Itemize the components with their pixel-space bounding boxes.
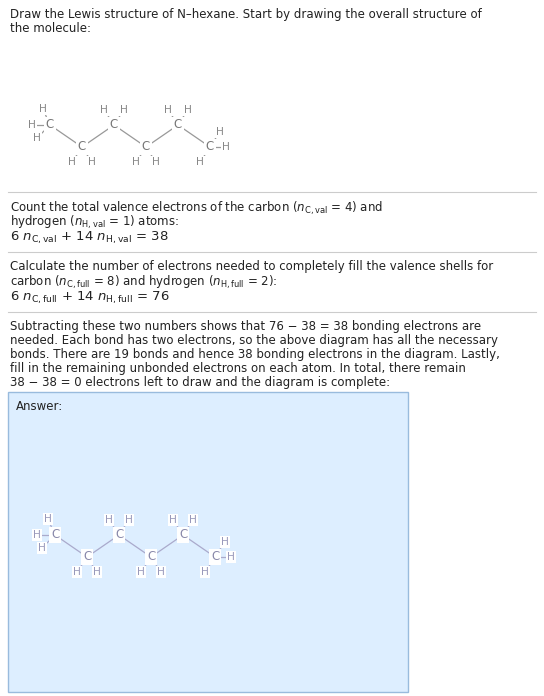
Text: 6 $n_\mathrm{C,full}$ + 14 $n_\mathrm{H,full}$ = 76: 6 $n_\mathrm{C,full}$ + 14 $n_\mathrm{H,…: [10, 290, 170, 306]
Text: Calculate the number of electrons needed to completely fill the valence shells f: Calculate the number of electrons needed…: [10, 260, 493, 273]
Text: H: H: [73, 567, 81, 577]
Text: H: H: [152, 157, 160, 167]
Text: H: H: [157, 567, 165, 577]
Text: H: H: [33, 530, 41, 540]
Text: H: H: [39, 104, 47, 114]
Text: bonds. There are 19 bonds and hence 38 bonding electrons in the diagram. Lastly,: bonds. There are 19 bonds and hence 38 b…: [10, 348, 500, 361]
Text: hydrogen ($n_\mathrm{H,val}$ = 1) atoms:: hydrogen ($n_\mathrm{H,val}$ = 1) atoms:: [10, 214, 179, 231]
Text: H: H: [105, 515, 113, 525]
Text: Answer:: Answer:: [16, 400, 63, 413]
Text: H: H: [196, 157, 204, 167]
Text: H: H: [137, 567, 145, 577]
Text: H: H: [68, 157, 76, 167]
Text: H: H: [120, 104, 128, 115]
Text: H: H: [88, 157, 96, 167]
Text: H: H: [38, 543, 46, 553]
Text: Draw the Lewis structure of N–hexane. Start by drawing the overall structure of: Draw the Lewis structure of N–hexane. St…: [10, 8, 482, 21]
Text: H: H: [201, 567, 209, 577]
Text: H: H: [100, 104, 108, 115]
Text: H: H: [132, 157, 140, 167]
Text: C: C: [147, 551, 155, 564]
Text: H: H: [227, 552, 235, 562]
Text: Count the total valence electrons of the carbon ($n_\mathrm{C,val}$ = 4) and: Count the total valence electrons of the…: [10, 200, 383, 217]
Text: the molecule:: the molecule:: [10, 22, 91, 35]
Text: C: C: [51, 528, 59, 541]
Text: needed. Each bond has two electrons, so the above diagram has all the necessary: needed. Each bond has two electrons, so …: [10, 334, 498, 347]
Text: H: H: [221, 537, 229, 546]
Text: 6 $n_\mathrm{C,val}$ + 14 $n_\mathrm{H,val}$ = 38: 6 $n_\mathrm{C,val}$ + 14 $n_\mathrm{H,v…: [10, 230, 169, 246]
Text: H: H: [184, 104, 192, 115]
Text: C: C: [206, 141, 214, 154]
Text: H: H: [33, 133, 41, 143]
Text: H: H: [93, 567, 101, 577]
Text: C: C: [115, 528, 123, 541]
Text: Subtracting these two numbers shows that 76 − 38 = 38 bonding electrons are: Subtracting these two numbers shows that…: [10, 320, 481, 333]
Text: C: C: [83, 551, 91, 564]
Text: C: C: [142, 141, 150, 154]
Text: C: C: [211, 551, 219, 564]
Text: H: H: [189, 515, 197, 525]
Text: C: C: [110, 118, 118, 132]
Text: 38 − 38 = 0 electrons left to draw and the diagram is complete:: 38 − 38 = 0 electrons left to draw and t…: [10, 376, 390, 389]
Text: H: H: [169, 515, 177, 525]
Text: H: H: [28, 120, 36, 130]
Text: fill in the remaining unbonded electrons on each atom. In total, there remain: fill in the remaining unbonded electrons…: [10, 362, 466, 375]
Text: C: C: [46, 118, 54, 132]
Text: H: H: [125, 515, 133, 525]
Text: C: C: [179, 528, 187, 541]
Text: H: H: [222, 142, 230, 152]
Text: carbon ($n_\mathrm{C,full}$ = 8) and hydrogen ($n_\mathrm{H,full}$ = 2):: carbon ($n_\mathrm{C,full}$ = 8) and hyd…: [10, 274, 277, 291]
FancyBboxPatch shape: [8, 392, 408, 692]
Text: H: H: [44, 514, 52, 524]
Text: H: H: [216, 127, 224, 136]
Text: C: C: [78, 141, 86, 154]
Text: C: C: [174, 118, 182, 132]
Text: H: H: [164, 104, 172, 115]
